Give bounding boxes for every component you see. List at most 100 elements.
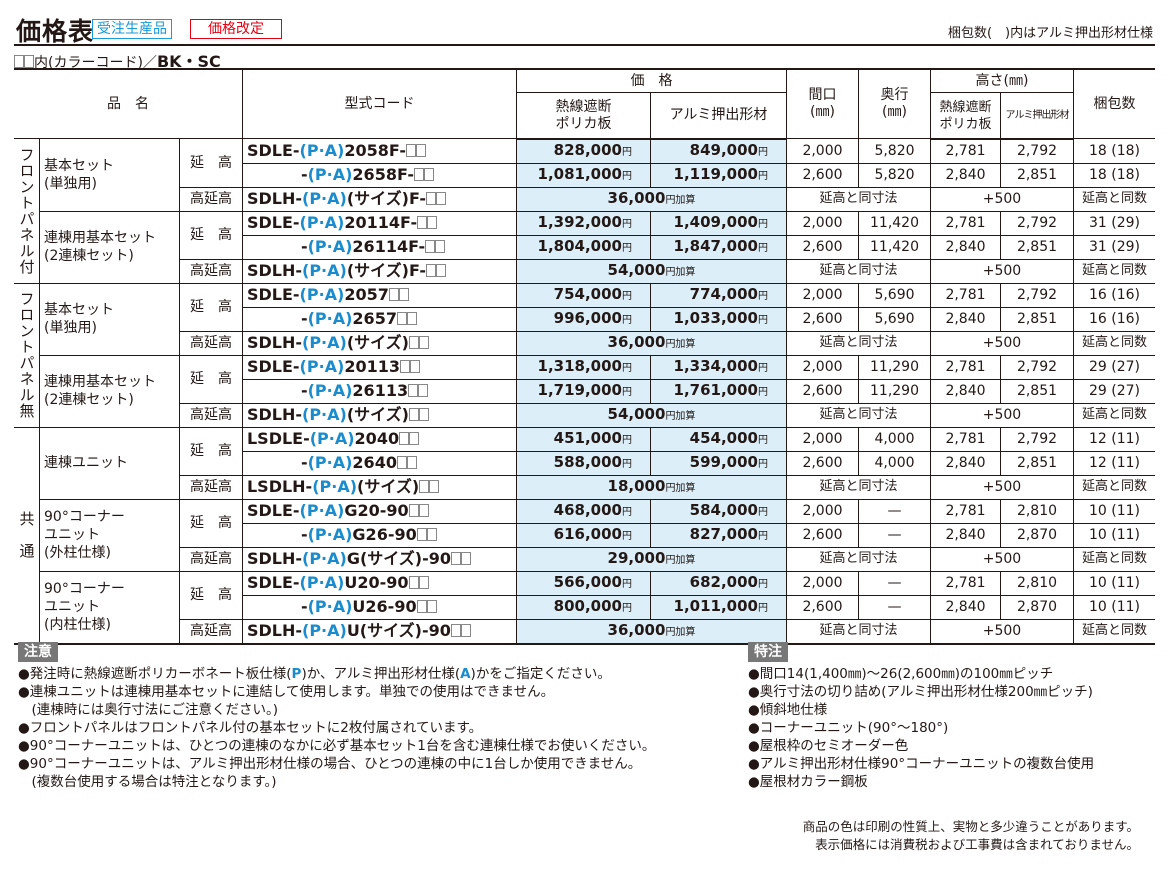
color-code-box bbox=[406, 312, 417, 326]
model-code: SDLE-(P·A)2057 bbox=[241, 282, 518, 308]
header-code: 型式コード bbox=[241, 68, 518, 140]
table-row-high: 高延高 LSDLH-(P·A)(サイズ) 18,000円加算 延高と同寸法 +500 延高… bbox=[14, 474, 1155, 500]
depth-value: 11,290 bbox=[858, 354, 931, 380]
code-part: 26114F- bbox=[352, 237, 426, 257]
width-value: 2,000 bbox=[786, 354, 859, 380]
code-part: U20-90 bbox=[344, 573, 409, 593]
price-alu: 849,000円 bbox=[650, 138, 787, 164]
color-code-box bbox=[461, 552, 471, 566]
note-item: ●フロントパネルはフロントパネル付の基本セットに2枚付属されています。 bbox=[18, 720, 483, 736]
height-alu-value: 2,810 bbox=[1000, 498, 1074, 524]
model-code: SDLE-(P·A)20113 bbox=[241, 354, 518, 380]
code-part: (サイズ) bbox=[346, 405, 409, 425]
dims-same: 延高と同寸法 bbox=[786, 258, 931, 284]
footer-line: 表示価格には消費税および工事費は含まれておりません。 bbox=[815, 837, 1139, 852]
code-part: SDLE- bbox=[246, 501, 300, 521]
table-row-high: 高延高 SDLH-(P·A)U(サイズ)-90 36,000円加算 延高と同寸法 +50… bbox=[14, 618, 1155, 645]
table-row: 90°コーナー ユニット (外柱仕様) 延 高 SDLE-(P·A)G20-90 46… bbox=[14, 498, 1155, 572]
depth-value: — bbox=[858, 594, 931, 620]
depth-value: 11,420 bbox=[858, 234, 931, 260]
color-code-box bbox=[418, 336, 429, 350]
code-part: G(サイズ)-90 bbox=[346, 549, 451, 569]
height-add: +500 bbox=[930, 618, 1074, 645]
code-part: (P·A) bbox=[312, 477, 358, 497]
code-part: G20-90 bbox=[344, 501, 409, 521]
header-height-poly: 熱線遮断 ポリカ板 bbox=[930, 92, 1001, 140]
dims-same: 延高と同寸法 bbox=[786, 618, 931, 645]
special-item: ●奥行寸法の切り詰め(アルミ押出形材仕様200㎜ピッチ) bbox=[748, 684, 1093, 700]
depth-value: 5,690 bbox=[858, 306, 931, 332]
table-row: 共 通連棟ユニット延 高 LSDLE-(P·A)2040 451,000円 454,0… bbox=[14, 426, 1155, 645]
product-name: 基本セット (単独用) bbox=[39, 138, 180, 212]
width-value: 2,600 bbox=[786, 234, 859, 260]
height-poly-value: 2,781 bbox=[930, 282, 1001, 308]
page-title: 価格表 bbox=[16, 17, 95, 46]
table-row-high: 高延高 SDLH-(P·A)G(サイズ)-90 29,000円加算 延高と同寸法 +50… bbox=[14, 546, 1155, 572]
group-label: 共 通 bbox=[14, 426, 40, 645]
note-item: (連棟時には奥行寸法にご注意ください。) bbox=[18, 702, 279, 718]
color-code-box bbox=[410, 360, 421, 374]
code-part: LSDLH- bbox=[246, 477, 313, 497]
code-part: (サイズ) bbox=[357, 477, 420, 497]
count-value: 29 (27) bbox=[1073, 378, 1155, 404]
width-value: 2,000 bbox=[786, 138, 859, 164]
depth-value: 11,290 bbox=[858, 378, 931, 404]
dims-same: 延高と同寸法 bbox=[786, 330, 931, 356]
height-alu-value: 2,810 bbox=[1000, 570, 1074, 596]
height-alu-value: 2,792 bbox=[1000, 282, 1074, 308]
count-value: 10 (11) bbox=[1073, 570, 1155, 596]
price-alu: 1,334,000円 bbox=[650, 354, 787, 380]
footer-notes: 商品の色は印刷の性質上、実物と多少違うことがあります。 表示価格には消費税および… bbox=[803, 818, 1139, 854]
count-value: 16 (16) bbox=[1073, 282, 1155, 308]
price-alu: 1,847,000円 bbox=[650, 234, 787, 260]
size-label: 高延高 bbox=[178, 474, 243, 500]
add-price: 36,000円加算 bbox=[516, 330, 787, 356]
height-poly-value: 2,840 bbox=[930, 450, 1001, 476]
count-same: 延高と同数 bbox=[1073, 258, 1155, 284]
color-code-box bbox=[408, 576, 419, 590]
divider bbox=[14, 44, 1155, 46]
code-part: (P·A) bbox=[302, 333, 347, 353]
count-value: 31 (29) bbox=[1073, 234, 1155, 260]
width-value: 2,600 bbox=[786, 522, 859, 548]
height-alu-value: 2,792 bbox=[1000, 138, 1074, 164]
table-row: フロントパネル無 基本セット (単独用) 延 高 SDLE-(P·A)2057 754,… bbox=[14, 282, 1155, 428]
header-width: 間口 (㎜) bbox=[786, 68, 859, 140]
price-revised-badge: 価格改定 bbox=[190, 19, 282, 39]
height-poly-value: 2,781 bbox=[930, 570, 1001, 596]
table-row: -(P·A)2640 588,000円 599,000円 2,600 4,000 2,84… bbox=[14, 450, 1155, 476]
table-row: -(P·A)G26-90 616,000円 827,000円 2,600—2,840 2… bbox=[14, 522, 1155, 548]
special-item: ●屋根枠のセミオーダー色 bbox=[748, 738, 909, 754]
price-poly: 451,000円 bbox=[516, 426, 651, 452]
code-part: (P·A) bbox=[299, 213, 345, 233]
height-poly-value: 2,840 bbox=[930, 378, 1001, 404]
table-row-high: 高延高 SDLH-(P·A)(サイズ)F- 36,000円加算 延高と同寸法 +500 延… bbox=[14, 186, 1155, 212]
color-codes: BK・SC bbox=[156, 52, 221, 71]
price-table: 品 名 型式コード 価 格 間口 (㎜) 奥行 (㎜) 高さ(㎜) 梱包数 熱線… bbox=[14, 68, 1155, 645]
width-value: 2,600 bbox=[786, 594, 859, 620]
count-value: 10 (11) bbox=[1073, 498, 1155, 524]
price-alu: 1,033,000円 bbox=[650, 306, 787, 332]
price-poly: 1,081,000円 bbox=[516, 162, 651, 188]
price-alu: 454,000円 bbox=[650, 426, 787, 452]
model-code: -(P·A)26114F- bbox=[241, 234, 518, 260]
color-code-box bbox=[415, 144, 426, 158]
count-value: 10 (11) bbox=[1073, 594, 1155, 620]
model-code: -(P·A)26113 bbox=[241, 378, 518, 404]
code-part: SDLE- bbox=[246, 573, 300, 593]
color-code-box bbox=[408, 336, 419, 350]
code-part: (P·A) bbox=[307, 237, 353, 257]
product-name: 90°コーナー ユニット (外柱仕様) bbox=[39, 498, 180, 572]
color-code-box bbox=[427, 216, 438, 230]
price-poly: 566,000円 bbox=[516, 570, 651, 596]
price-alu: 1,761,000円 bbox=[650, 378, 787, 404]
add-price: 54,000円加算 bbox=[516, 258, 787, 284]
color-code-box bbox=[396, 312, 407, 326]
price-poly: 828,000円 bbox=[516, 138, 651, 164]
depth-value: 5,690 bbox=[858, 282, 931, 308]
color-code-box bbox=[416, 600, 427, 614]
count-value: 16 (16) bbox=[1073, 306, 1155, 332]
code-part: (P·A) bbox=[307, 381, 353, 401]
code-part: 2058F- bbox=[344, 141, 406, 161]
count-same: 延高と同数 bbox=[1073, 474, 1155, 500]
